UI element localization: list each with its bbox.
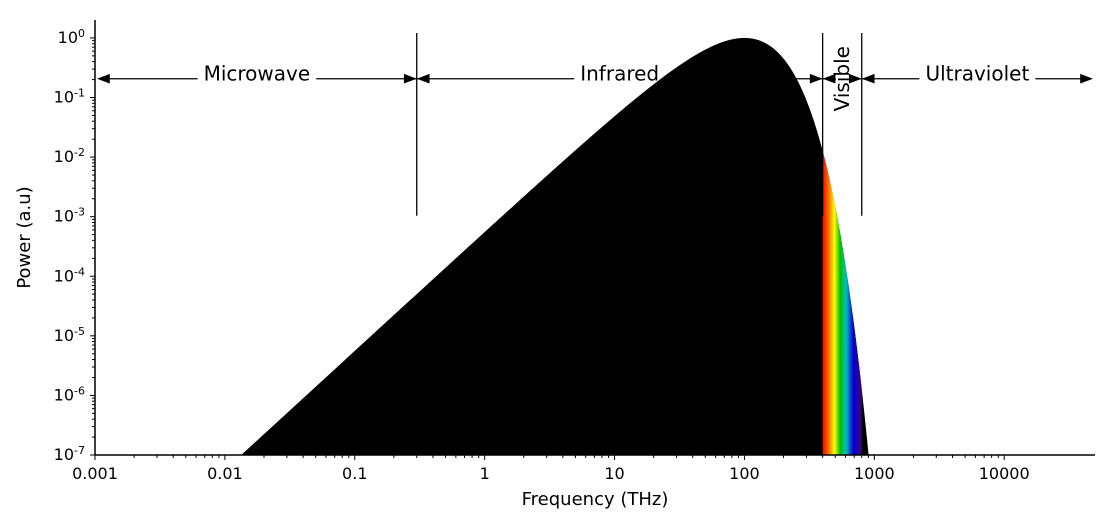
x-axis-label: Frequency (THz): [522, 489, 669, 510]
chart-svg: 0.001 0.01 0.1 1 10 100 1000 10000 Frequency (TH…: [0, 0, 1119, 532]
x-tick-label: 0.001: [72, 464, 118, 483]
x-tick-label: 0.01: [207, 464, 243, 483]
x-tick-label: 1000: [854, 464, 895, 483]
x-tick-label: 0.1: [342, 464, 367, 483]
y-axis-label: Power (a.u): [14, 186, 35, 288]
x-tick-label: 1: [480, 464, 490, 483]
region-label-ultraviolet: Ultraviolet: [925, 61, 1029, 85]
y-tick-label: 10-6: [54, 384, 85, 405]
region-label-infrared: Infrared: [580, 61, 659, 85]
region-label-microwave: Microwave: [204, 61, 311, 85]
x-tick-label: 10: [604, 464, 624, 483]
y-tick-label: 10-1: [54, 86, 85, 107]
y-tick-label: 100: [58, 26, 85, 47]
y-tick-label: 10-5: [54, 324, 85, 345]
y-tick-label: 10-3: [54, 205, 85, 226]
blackbody-curve-fill: [95, 38, 913, 532]
y-tick-label: 10-2: [54, 146, 85, 167]
x-tick-label: 10000: [979, 464, 1030, 483]
y-tick-label: 10-7: [54, 444, 85, 465]
blackbody-spectrum-chart: 0.001 0.01 0.1 1 10 100 1000 10000 Frequency (TH…: [0, 0, 1119, 532]
y-tick-label: 10-4: [54, 265, 85, 286]
x-tick-label: 100: [729, 464, 760, 483]
